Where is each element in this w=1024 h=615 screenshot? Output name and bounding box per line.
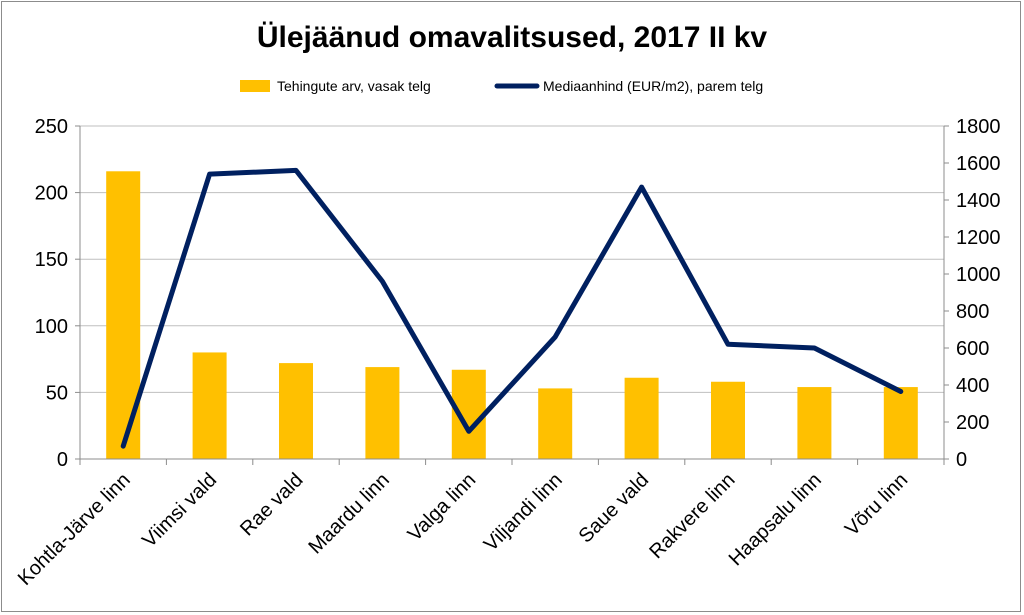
category-label: Haapsalu linn bbox=[725, 469, 826, 570]
legend: Tehingute arv, vasak telg Mediaanhind (E… bbox=[240, 78, 763, 94]
median-price-line bbox=[120, 167, 904, 449]
axes bbox=[75, 125, 949, 465]
chart-title: Ülejäänud omavalitsused, 2017 II kv bbox=[257, 21, 768, 54]
left-tick-label: 100 bbox=[35, 316, 68, 338]
right-tick-label: 1200 bbox=[956, 227, 1001, 249]
bar bbox=[797, 387, 832, 459]
right-tick-label: 600 bbox=[956, 338, 989, 360]
category-label: Võru linn bbox=[841, 469, 912, 540]
left-tick-label: 150 bbox=[35, 249, 68, 271]
left-tick-label: 0 bbox=[57, 449, 68, 471]
category-label: Saue vald bbox=[575, 469, 653, 547]
right-tick-label: 0 bbox=[956, 449, 967, 471]
line-series bbox=[120, 167, 904, 449]
category-label: Rakvere linn bbox=[645, 469, 739, 563]
bar bbox=[883, 387, 918, 459]
category-label: Viimsi vald bbox=[138, 469, 221, 552]
left-tick-label: 50 bbox=[46, 382, 68, 404]
left-tick-label: 200 bbox=[35, 183, 68, 205]
right-tick-label: 800 bbox=[956, 301, 989, 323]
left-axis-ticks: 0 50 100 150 200 250 bbox=[35, 116, 68, 471]
category-labels: Kohtla-Järve linn Viimsi vald Rae valdMaar… bbox=[14, 469, 912, 590]
bar-series bbox=[106, 171, 918, 459]
right-tick-label: 200 bbox=[956, 412, 989, 434]
category-label: Viljandi linn bbox=[480, 469, 567, 556]
category-label: Kohtla-Järve linn bbox=[14, 469, 135, 590]
bar bbox=[711, 381, 745, 459]
bar bbox=[365, 367, 400, 459]
legend-label-bars: Tehingute arv, vasak telg bbox=[277, 78, 431, 94]
bar bbox=[624, 377, 659, 459]
right-tick-label: 1800 bbox=[956, 116, 1001, 138]
category-label: Valga linn bbox=[404, 469, 481, 546]
category-label: Maardu linn bbox=[304, 469, 393, 558]
legend-swatch-bars bbox=[240, 80, 270, 92]
right-axis-ticks: 0 200 400 600 800 1000 1200 1400 1600 1800 bbox=[956, 116, 1001, 471]
bar bbox=[279, 363, 313, 459]
right-tick-label: 1000 bbox=[956, 264, 1001, 286]
category-label: Rae vald bbox=[236, 469, 307, 540]
right-tick-label: 1400 bbox=[956, 190, 1001, 212]
bar bbox=[538, 388, 573, 459]
right-tick-label: 400 bbox=[956, 375, 989, 397]
right-tick-label: 1600 bbox=[956, 153, 1001, 175]
bar bbox=[192, 352, 227, 459]
legend-label-line: Mediaanhind (EUR/m2), parem telg bbox=[543, 78, 763, 94]
left-tick-label: 250 bbox=[35, 116, 68, 138]
